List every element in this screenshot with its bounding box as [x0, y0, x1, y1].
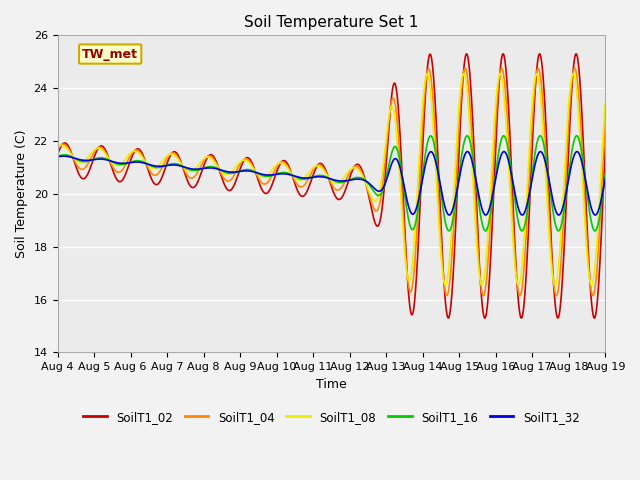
SoilT1_32	[573, 149, 580, 155]
SoilT1_32	[148, 163, 156, 168]
SoilT1_02	[264, 190, 271, 196]
SoilT1_32	[116, 160, 124, 166]
SoilT1_16	[287, 172, 295, 178]
SoilT1_32	[591, 212, 599, 218]
SoilT1_02	[116, 179, 124, 185]
SoilT1_02	[148, 178, 156, 184]
SoilT1_32	[602, 176, 609, 181]
X-axis label: Time: Time	[316, 378, 347, 391]
SoilT1_16	[500, 133, 508, 139]
SoilT1_08	[602, 101, 609, 107]
SoilT1_04	[54, 146, 61, 152]
Title: Soil Temperature Set 1: Soil Temperature Set 1	[244, 15, 419, 30]
Line: SoilT1_08: SoilT1_08	[58, 73, 605, 285]
SoilT1_02	[463, 51, 470, 57]
SoilT1_08	[532, 72, 540, 78]
SoilT1_08	[264, 172, 271, 178]
SoilT1_16	[54, 154, 61, 159]
SoilT1_08	[497, 71, 504, 76]
SoilT1_04	[532, 74, 540, 80]
Y-axis label: Soil Temperature (C): Soil Temperature (C)	[15, 130, 28, 258]
SoilT1_16	[602, 171, 609, 177]
SoilT1_08	[478, 282, 486, 288]
SoilT1_08	[116, 162, 124, 168]
SoilT1_16	[264, 173, 271, 179]
Line: SoilT1_02: SoilT1_02	[58, 54, 605, 318]
SoilT1_32	[591, 212, 598, 218]
Line: SoilT1_16: SoilT1_16	[58, 136, 605, 231]
SoilT1_32	[54, 154, 61, 159]
SoilT1_32	[532, 160, 540, 166]
Line: SoilT1_04: SoilT1_04	[58, 68, 605, 296]
SoilT1_08	[287, 170, 295, 176]
SoilT1_16	[591, 228, 598, 234]
SoilT1_02	[532, 78, 540, 84]
SoilT1_04	[602, 120, 609, 125]
SoilT1_32	[264, 172, 271, 178]
SoilT1_04	[591, 287, 598, 292]
SoilT1_04	[287, 171, 295, 177]
SoilT1_08	[54, 144, 61, 150]
SoilT1_04	[148, 171, 156, 177]
SoilT1_16	[482, 228, 490, 234]
SoilT1_04	[264, 180, 271, 185]
SoilT1_08	[148, 166, 156, 171]
SoilT1_04	[461, 65, 469, 71]
Legend: SoilT1_02, SoilT1_04, SoilT1_08, SoilT1_16, SoilT1_32: SoilT1_02, SoilT1_04, SoilT1_08, SoilT1_…	[79, 406, 584, 428]
SoilT1_02	[54, 152, 61, 157]
SoilT1_02	[287, 170, 295, 176]
SoilT1_08	[591, 265, 598, 271]
SoilT1_16	[116, 162, 124, 168]
SoilT1_16	[148, 164, 156, 169]
SoilT1_02	[481, 315, 489, 321]
SoilT1_04	[116, 169, 124, 175]
SoilT1_32	[287, 172, 295, 178]
SoilT1_16	[532, 145, 540, 151]
SoilT1_04	[479, 293, 487, 299]
SoilT1_02	[602, 144, 609, 150]
Line: SoilT1_32: SoilT1_32	[58, 152, 605, 215]
SoilT1_02	[591, 315, 598, 321]
Text: TW_met: TW_met	[82, 48, 138, 60]
